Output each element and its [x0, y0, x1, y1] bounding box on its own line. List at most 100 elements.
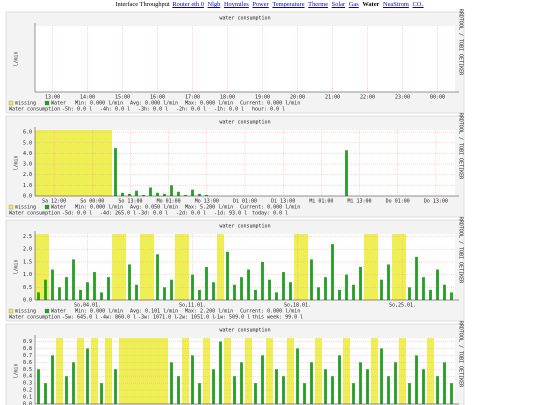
nav-link[interactable]: Power	[252, 1, 269, 8]
x-tick-label: Mo 01:00	[157, 199, 181, 205]
bar	[100, 292, 103, 300]
bar	[198, 289, 201, 300]
legend-swatch	[8, 308, 14, 314]
x-tick-label: 19:00	[255, 95, 270, 101]
nav-link[interactable]: Gas	[348, 1, 359, 8]
legend-label: missing	[15, 309, 36, 315]
bar	[289, 282, 292, 300]
nav-link[interactable]: Hoymiles	[223, 1, 249, 8]
legend-stat: Max: 5.200 l/min	[185, 205, 233, 211]
y-tick-label: 2.0	[23, 247, 32, 253]
bar	[128, 193, 131, 196]
nav-link[interactable]: Nlgb	[207, 1, 221, 8]
y-tick-label: 1.5	[23, 259, 32, 265]
bar	[359, 362, 362, 404]
legend-label: missing	[15, 101, 36, 107]
nav-link[interactable]: Therme	[308, 1, 329, 8]
nav-link[interactable]: Temperature	[272, 1, 305, 8]
bar	[65, 376, 68, 404]
nav-link[interactable]: NeaStrom	[382, 1, 409, 8]
bar	[338, 289, 341, 300]
nav-link[interactable]: Solar	[331, 1, 346, 8]
bar	[184, 194, 187, 196]
bar	[72, 259, 75, 300]
total: -2h: 0.0 l	[176, 107, 206, 113]
total: -5w: 645.0 l	[62, 315, 98, 321]
bar	[408, 287, 411, 300]
bar	[345, 274, 348, 300]
bar	[422, 369, 425, 404]
bar	[331, 244, 334, 300]
bar	[268, 279, 271, 300]
bar	[436, 376, 439, 404]
y-tick-label: 0.0	[23, 402, 32, 405]
bar	[338, 355, 341, 404]
missing-span	[140, 234, 154, 300]
bar	[121, 192, 124, 196]
bar	[191, 189, 194, 196]
y-tick-label: 2.0	[23, 172, 32, 178]
x-tick-label: So,04.01.	[74, 303, 101, 309]
bar	[177, 191, 180, 196]
bar	[135, 190, 138, 196]
missing-span	[35, 130, 112, 196]
bar	[37, 292, 40, 300]
bar	[156, 192, 159, 196]
bar	[352, 284, 355, 300]
missing-span	[245, 338, 252, 404]
bar	[58, 287, 61, 300]
bar	[170, 185, 173, 196]
bar	[387, 264, 390, 300]
y-tick-label: 0.1	[23, 395, 32, 401]
y-tick-label: 0.0	[23, 194, 32, 200]
total: -5d: 0.0 l	[62, 211, 92, 217]
legend-stat: Avg: 0.050 l/min	[130, 205, 178, 211]
bar	[219, 341, 222, 404]
y-tick-label: 0.6	[23, 360, 32, 366]
bar	[324, 277, 327, 300]
total: -4w: 860.0 l	[100, 315, 136, 321]
missing-span	[287, 338, 294, 404]
legend-swatch	[44, 100, 50, 106]
x-tick-label: Sa 12:00	[42, 199, 66, 205]
legend-label: Water	[51, 309, 66, 315]
bar	[198, 193, 201, 196]
legend-label: Water	[51, 205, 66, 211]
legend-stat: Current: 0.000 l/min	[240, 205, 300, 211]
bar	[429, 289, 432, 300]
total: hour: 0.0 l	[252, 107, 285, 113]
bar	[107, 277, 110, 300]
bar	[296, 348, 299, 404]
y-tick-label: 0.2	[23, 388, 32, 394]
y-axis-label: l/min	[14, 51, 20, 66]
bar	[93, 272, 96, 300]
bar	[450, 383, 453, 404]
x-tick-label: Do 01:00	[386, 199, 410, 205]
missing-span	[112, 234, 126, 300]
missing-span	[399, 338, 406, 404]
bar	[282, 272, 285, 300]
bar	[324, 369, 327, 404]
total: -1d: 93.0 l	[214, 211, 247, 217]
bar	[86, 348, 89, 404]
x-tick-label: So,25.01.	[389, 303, 416, 309]
credit: RRDTOOL / TOBI OETIKER	[458, 9, 464, 76]
bar	[191, 274, 194, 300]
bar	[422, 277, 425, 300]
bar	[114, 369, 117, 404]
x-tick-label: Di 01:00	[233, 199, 257, 205]
bar	[261, 261, 264, 300]
missing-span	[175, 234, 189, 300]
nav-link[interactable]: CO₂	[412, 1, 424, 8]
nav-link[interactable]: Router eth 0	[172, 1, 204, 8]
legend-swatch	[44, 204, 50, 210]
bar	[450, 292, 453, 300]
missing-span	[364, 234, 378, 300]
y-axis-label: l/min	[14, 155, 20, 170]
bar	[331, 376, 334, 404]
bar	[415, 355, 418, 404]
legend-stat: Avg: 0.000 l/min	[130, 101, 178, 107]
bar	[380, 279, 383, 300]
bar	[240, 362, 243, 404]
bar	[415, 256, 418, 300]
